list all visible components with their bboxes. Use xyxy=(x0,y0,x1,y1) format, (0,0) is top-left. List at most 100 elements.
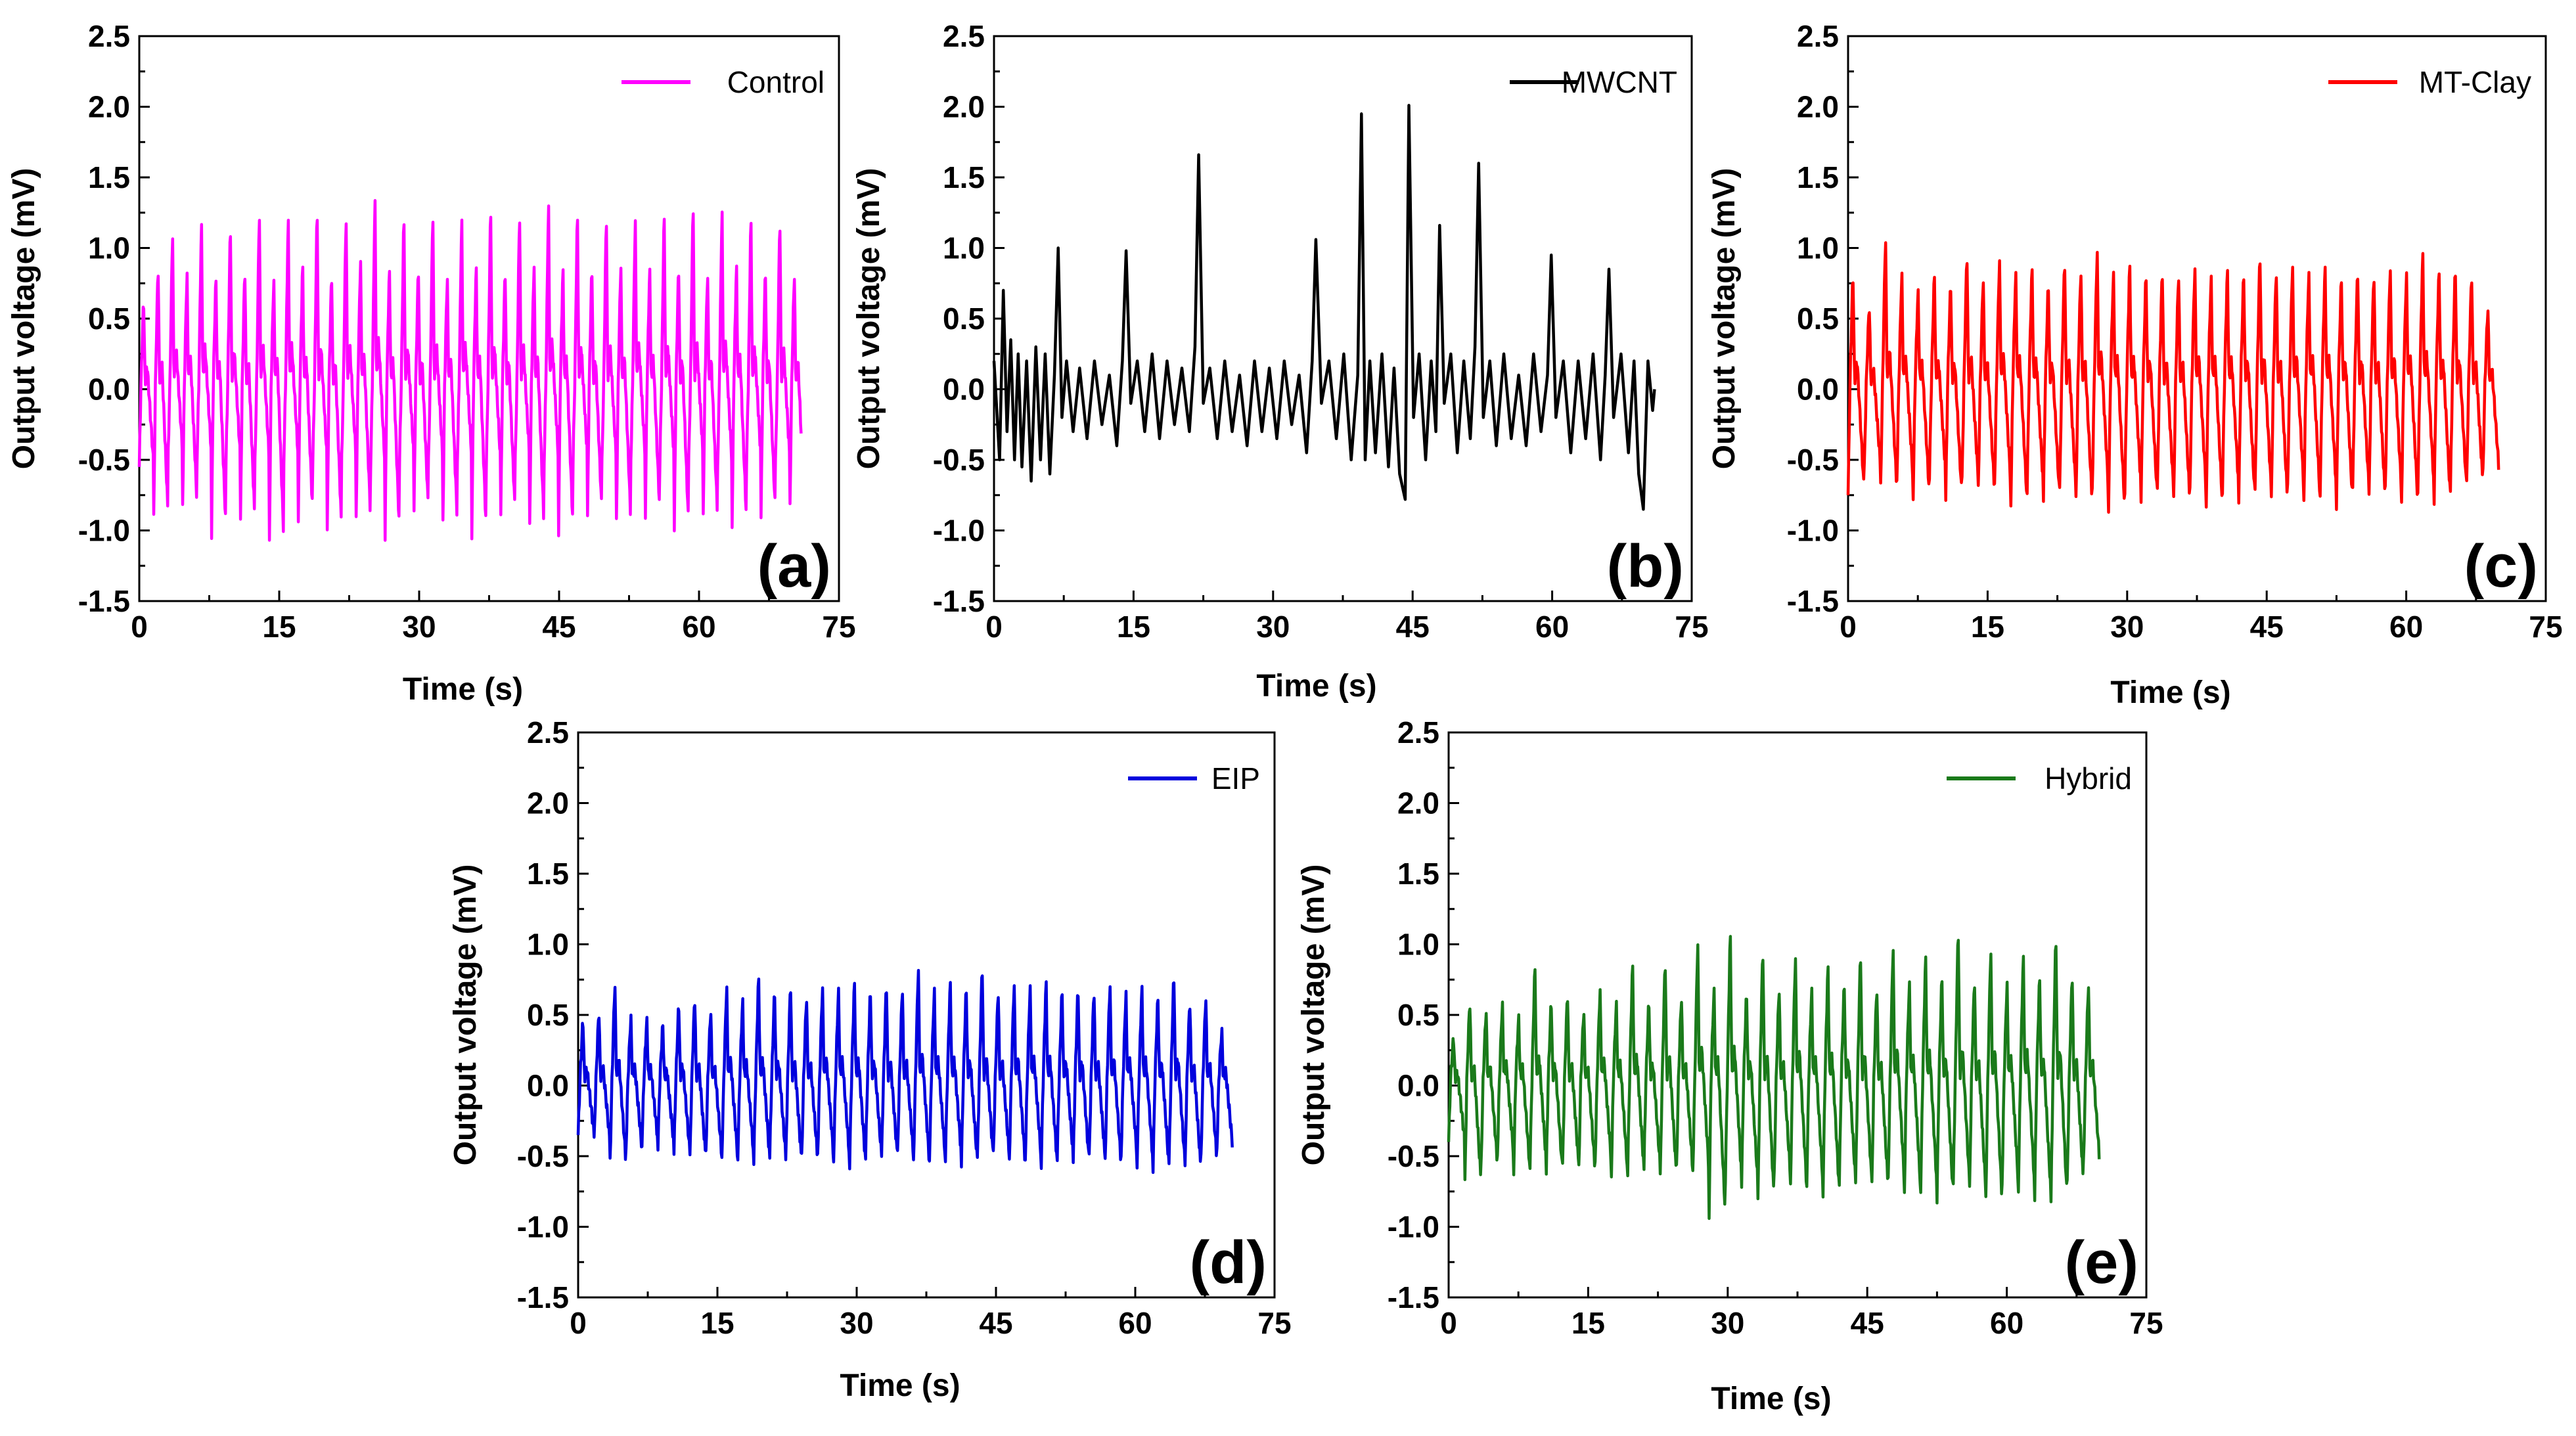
x-tick-label: 0 xyxy=(1440,1306,1457,1340)
y-tick-label: -1.0 xyxy=(933,514,985,548)
x-tick-label: 60 xyxy=(2389,610,2423,644)
legend-label: Control xyxy=(727,65,825,99)
series-line-mwcnt xyxy=(992,104,1656,511)
y-tick-label: 1.5 xyxy=(943,160,985,194)
y-axis-title: Output voltage (mV) xyxy=(1296,864,1331,1166)
x-tick-label: 60 xyxy=(682,610,715,644)
x-tick-label: 60 xyxy=(1118,1306,1152,1340)
y-axis-title: Output voltage (mV) xyxy=(448,864,483,1166)
y-tick-label: -1.0 xyxy=(78,514,130,548)
x-axis-title: Time (s) xyxy=(1711,1381,1831,1416)
x-tick-label: 30 xyxy=(1256,610,1290,644)
chart-panel-c: 0 15 30 45 60 75 -1.5 -1.0 -0.5 0.0 0.5 1.0 1.5 2.0 2.… xyxy=(1707,19,2563,710)
y-tick-label: -1.0 xyxy=(1388,1210,1439,1244)
series-line-hybrid xyxy=(1447,935,2101,1221)
x-axis-title: Time (s) xyxy=(840,1368,960,1403)
chart-panel-a: 0 15 30 45 60 75 -1.5 -1.0 -0.5 0.0 0.5 1.0 1.5 2.0 2.… xyxy=(7,19,856,707)
y-tick-label: 1.0 xyxy=(943,231,985,265)
y-tick-label: 0.0 xyxy=(527,1069,569,1103)
y-tick-label: 2.0 xyxy=(1797,90,1839,124)
y-tick-label: -0.5 xyxy=(1388,1139,1439,1173)
y-tick-label: 0.5 xyxy=(527,998,569,1032)
x-tick-label: 15 xyxy=(1971,610,2004,644)
y-tick-label: 1.0 xyxy=(88,231,130,265)
x-tick-label: 45 xyxy=(979,1306,1012,1340)
x-tick-label: 30 xyxy=(402,610,436,644)
x-tick-label: 75 xyxy=(1675,610,1708,644)
y-tick-label: -0.5 xyxy=(1787,443,1839,477)
legend-label: EIP xyxy=(1211,761,1260,796)
x-tick-label: 60 xyxy=(1535,610,1569,644)
y-tick-label: 0.0 xyxy=(1797,372,1839,407)
panel-label: (e) xyxy=(2065,1229,2138,1296)
x-tick-label: 30 xyxy=(2110,610,2144,644)
y-tick-label: -1.5 xyxy=(1388,1280,1439,1314)
chart-panel-e: 0 15 30 45 60 75 -1.5 -1.0 -0.5 0.0 0.5 1.0 1.5 2.0 2.… xyxy=(1296,715,2163,1416)
y-tick-label: -1.5 xyxy=(78,584,130,618)
y-tick-label: -0.5 xyxy=(517,1139,569,1173)
y-tick-label: -1.5 xyxy=(517,1280,569,1314)
legend-label: Hybrid xyxy=(2045,761,2132,796)
y-tick-label: 1.5 xyxy=(1797,160,1839,194)
x-tick-label: 0 xyxy=(131,610,148,644)
series-line-eip xyxy=(576,968,1234,1175)
series-line-mt-clay xyxy=(1846,241,2500,514)
x-tick-label: 15 xyxy=(700,1306,734,1340)
y-tick-label: -0.5 xyxy=(933,443,985,477)
chart-panel-d: 0 15 30 45 60 75 -1.5 -1.0 -0.5 0.0 0.5 1.0 1.5 2.0 2.… xyxy=(448,715,1292,1403)
y-tick-label: 2.5 xyxy=(1397,715,1439,750)
y-tick-label: 0.0 xyxy=(88,372,130,407)
y-tick-label: 2.0 xyxy=(527,786,569,820)
x-tick-label: 75 xyxy=(2129,1306,2163,1340)
y-tick-label: 0.5 xyxy=(943,302,985,336)
legend-label: MWCNT xyxy=(1562,65,1677,99)
y-axis-title: Output voltage (mV) xyxy=(1707,168,1742,470)
x-axis-title: Time (s) xyxy=(403,672,523,707)
y-axis-title: Output voltage (mV) xyxy=(7,168,41,470)
x-tick-label: 30 xyxy=(1711,1306,1744,1340)
y-tick-label: 0.5 xyxy=(1797,302,1839,336)
x-tick-label: 75 xyxy=(1257,1306,1291,1340)
y-tick-label: 1.0 xyxy=(1797,231,1839,265)
x-tick-label: 45 xyxy=(2250,610,2284,644)
y-tick-label: 2.0 xyxy=(88,90,130,124)
y-tick-label: -1.0 xyxy=(1787,514,1839,548)
y-tick-label: -1.5 xyxy=(933,584,985,618)
panel-label: (a) xyxy=(757,533,831,600)
x-axis-title: Time (s) xyxy=(2110,675,2230,710)
y-tick-label: 2.5 xyxy=(527,715,569,750)
y-axis-title: Output voltage (mV) xyxy=(851,168,886,470)
y-tick-label: -1.5 xyxy=(1787,584,1839,618)
y-tick-label: 1.5 xyxy=(88,160,130,194)
panel-label: (b) xyxy=(1607,533,1684,600)
y-tick-label: 1.5 xyxy=(527,857,569,891)
x-tick-label: 45 xyxy=(1851,1306,1884,1340)
panel-label: (d) xyxy=(1190,1229,1267,1296)
y-tick-label: 2.0 xyxy=(943,90,985,124)
y-tick-label: 0.5 xyxy=(1397,998,1439,1032)
x-axis-title: Time (s) xyxy=(1256,669,1376,704)
y-tick-label: 1.0 xyxy=(1397,928,1439,962)
x-tick-label: 75 xyxy=(2529,610,2562,644)
x-tick-label: 15 xyxy=(1117,610,1150,644)
y-tick-label: 0.5 xyxy=(88,302,130,336)
x-tick-label: 30 xyxy=(840,1306,873,1340)
y-tick-label: 0.0 xyxy=(1397,1069,1439,1103)
x-tick-label: 0 xyxy=(1840,610,1857,644)
y-tick-label: 2.5 xyxy=(88,19,130,53)
y-tick-label: -1.0 xyxy=(517,1210,569,1244)
panel-label: (c) xyxy=(2464,533,2538,600)
x-tick-label: 15 xyxy=(1571,1306,1605,1340)
y-tick-label: 0.0 xyxy=(943,372,985,407)
x-tick-label: 0 xyxy=(985,610,1003,644)
y-tick-label: 1.5 xyxy=(1397,857,1439,891)
y-tick-label: 2.5 xyxy=(1797,19,1839,53)
chart-panel-b: 0 15 30 45 60 75 -1.5 -1.0 -0.5 0.0 0.5 1.0 1.5 2.0 2.… xyxy=(851,19,1709,704)
x-tick-label: 60 xyxy=(1990,1306,2023,1340)
y-tick-label: 1.0 xyxy=(527,928,569,962)
y-tick-label: 2.0 xyxy=(1397,786,1439,820)
y-tick-label: -0.5 xyxy=(78,443,130,477)
series-line-control xyxy=(137,199,803,542)
